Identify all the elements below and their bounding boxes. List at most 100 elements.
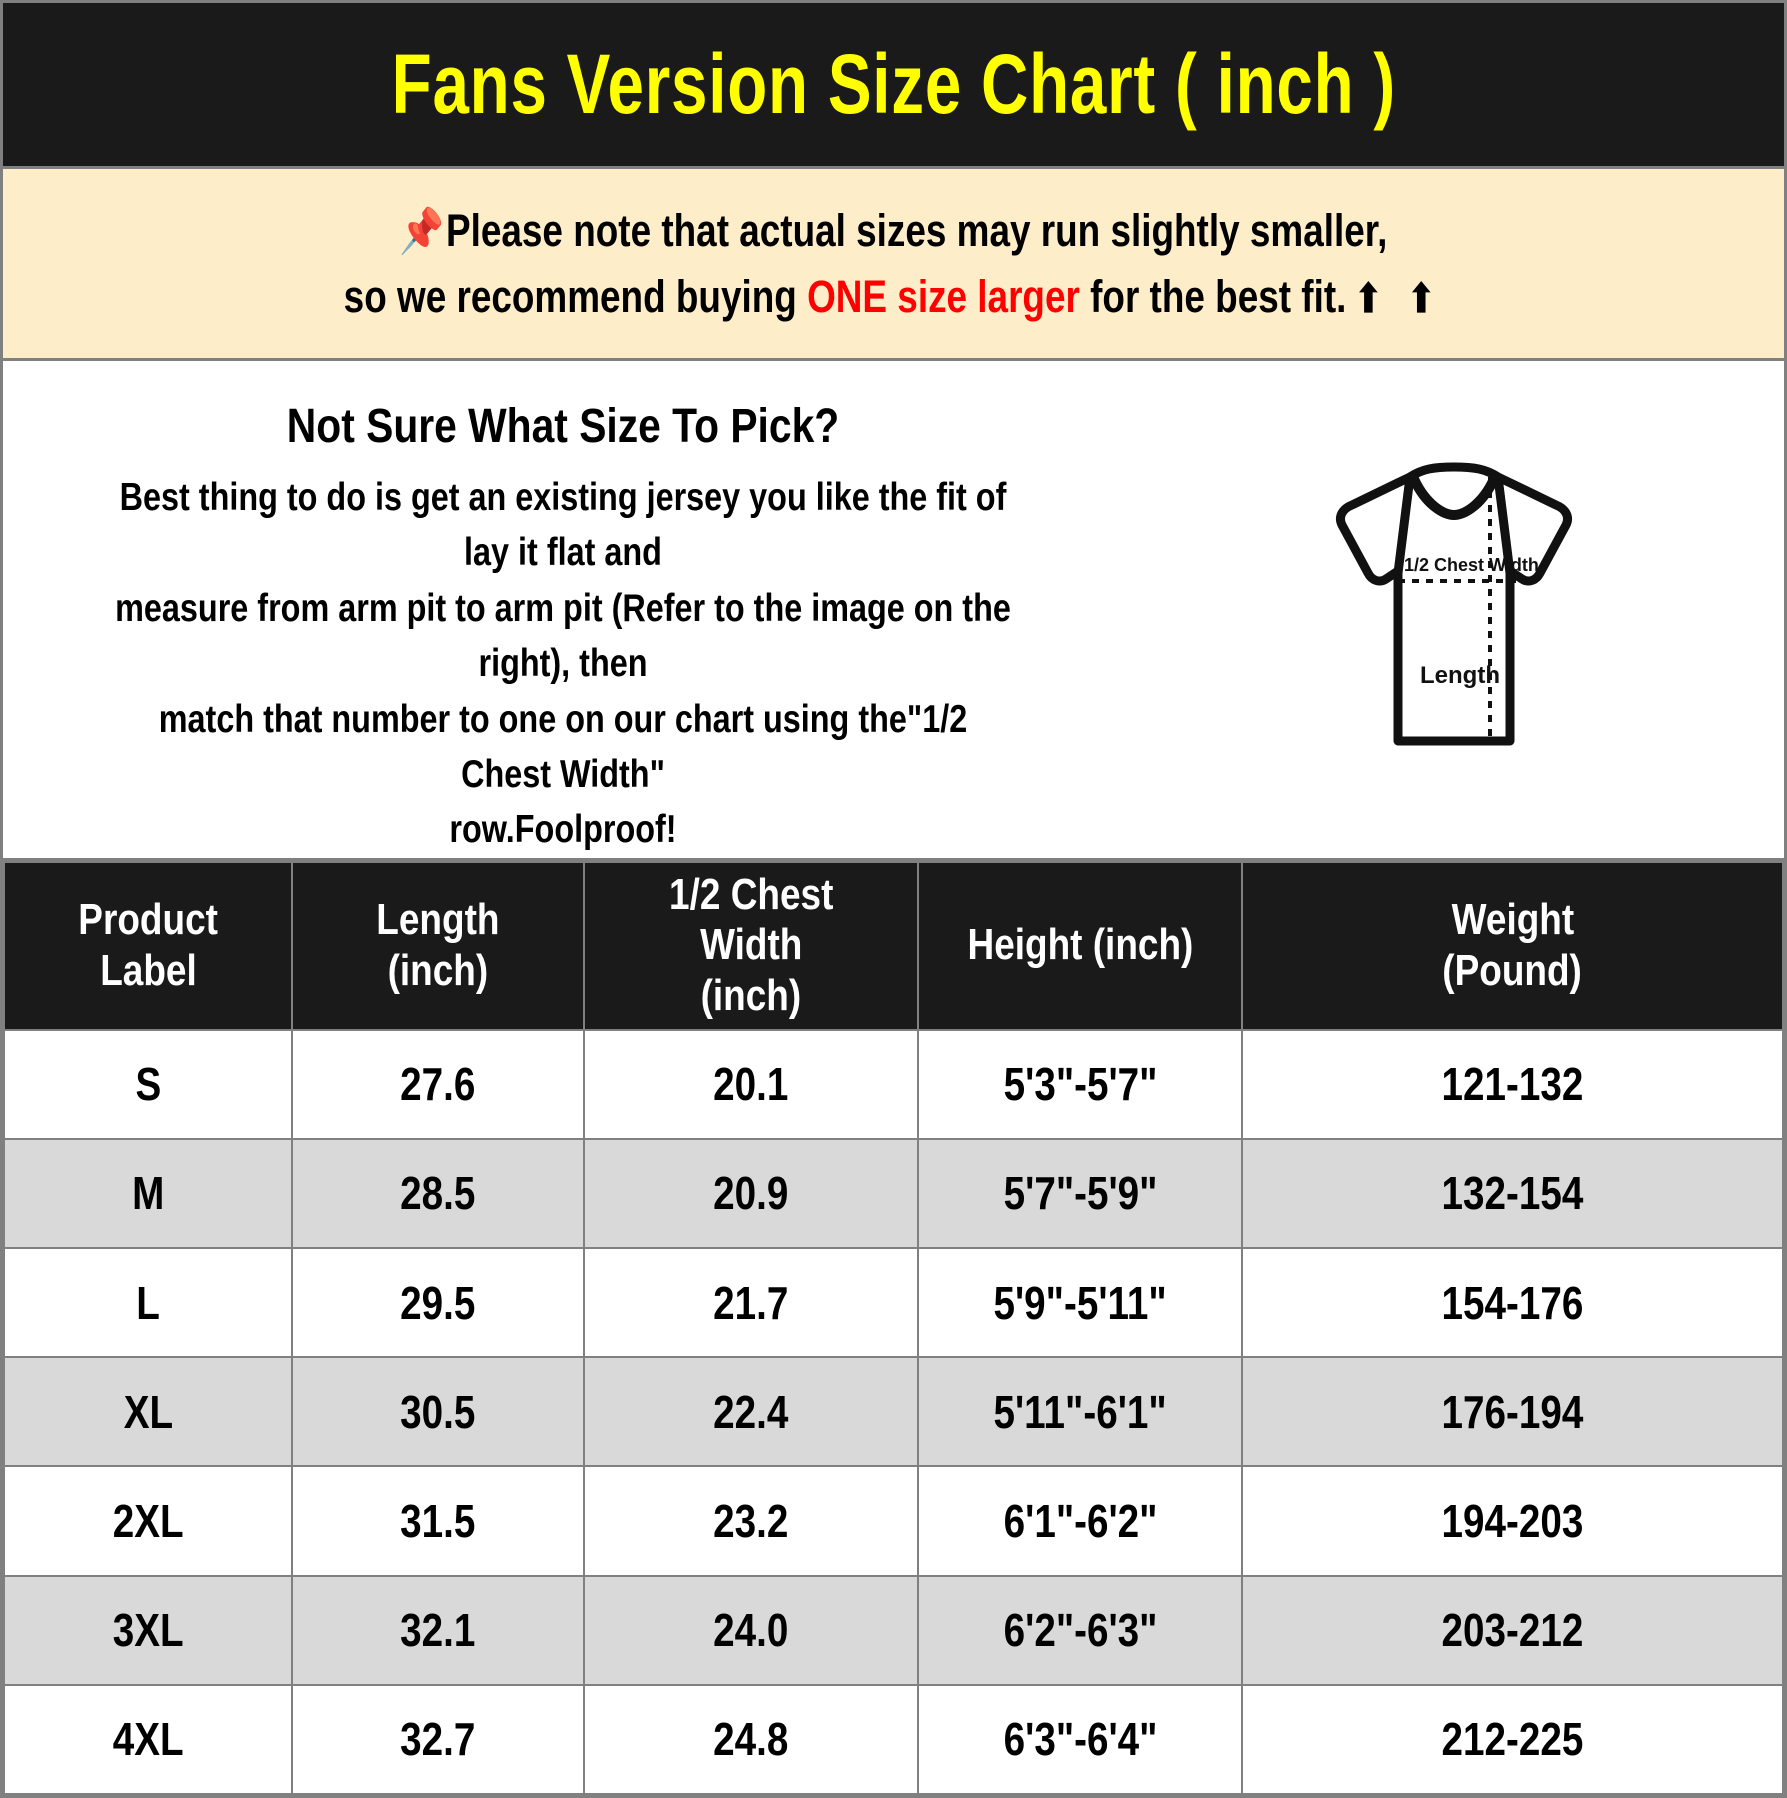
cell-text: 5'7"-5'9"	[1003, 1167, 1158, 1220]
cell-text: 23.2	[713, 1494, 789, 1547]
cell-height: 6'2"-6'3"	[917, 1574, 1244, 1686]
cell-text: 2XL	[112, 1494, 184, 1547]
cell-product-label: M	[2, 1137, 294, 1250]
measure-guide-heading: Not Sure What Size To Pick?	[286, 400, 840, 453]
table-row: S 27.6 20.1 5'3"-5'7" 121-132	[2, 1028, 1784, 1140]
cell-height: 5'9"-5'11"	[917, 1246, 1244, 1359]
column-header-length: Length (inch)	[291, 860, 585, 1031]
cell-text: 121-132	[1441, 1058, 1584, 1111]
header-line-2: (inch)	[700, 970, 802, 1020]
cell-half-chest: 20.1	[582, 1028, 920, 1140]
pushpin-icon: 📌	[399, 206, 445, 256]
cell-text: 6'3"-6'4"	[1003, 1713, 1158, 1766]
cell-text: 29.5	[400, 1276, 476, 1329]
cell-length: 32.7	[291, 1683, 585, 1796]
cell-half-chest: 21.7	[582, 1246, 920, 1359]
cell-product-label: 3XL	[2, 1574, 294, 1686]
cell-height: 5'7"-5'9"	[917, 1137, 1244, 1250]
cell-text: 22.4	[713, 1385, 789, 1438]
header-line-1: Product	[78, 895, 218, 945]
cell-length: 32.1	[291, 1574, 585, 1686]
cell-text: 5'11"-6'1"	[993, 1385, 1167, 1438]
cell-height: 5'11"-6'1"	[917, 1356, 1244, 1468]
cell-half-chest: 20.9	[582, 1137, 920, 1250]
cell-weight: 121-132	[1241, 1028, 1784, 1140]
chest-width-label: 1/2 Chest Width	[1404, 555, 1539, 575]
page-title: Fans Version Size Chart ( inch )	[391, 37, 1396, 131]
header-line-1: Height (inch)	[967, 920, 1194, 970]
cell-length: 31.5	[291, 1465, 585, 1577]
cell-text: 24.0	[713, 1604, 789, 1657]
table-row: 2XL 31.5 23.2 6'1"-6'2" 194-203	[2, 1465, 1784, 1577]
cell-text: 4XL	[112, 1713, 184, 1766]
header-line-1: Weight	[1451, 895, 1574, 945]
title-banner: Fans Version Size Chart ( inch )	[3, 3, 1784, 169]
column-header-height: Height (inch)	[917, 860, 1244, 1031]
note-emphasis: ONE size larger	[807, 270, 1080, 322]
cell-text: 154-176	[1441, 1276, 1584, 1329]
cell-text: 5'9"-5'11"	[993, 1276, 1167, 1329]
cell-text: 132-154	[1441, 1167, 1584, 1220]
cell-weight: 212-225	[1241, 1683, 1784, 1796]
cell-text: M	[131, 1167, 165, 1220]
cell-text: 20.9	[713, 1167, 789, 1220]
note-line-2-before: so we recommend buying	[343, 270, 808, 322]
measure-guide-line-1: Best thing to do is get an existing jers…	[119, 476, 1007, 575]
cell-weight: 203-212	[1241, 1574, 1784, 1686]
note-line-2-after: for the best fit.	[1079, 270, 1347, 322]
header-line-1: 1/2 Chest Width	[668, 869, 834, 970]
cell-length: 27.6	[291, 1028, 585, 1140]
header-line-2: Label	[99, 945, 197, 995]
note-line-1-text: Please note that actual sizes may run sl…	[446, 204, 1388, 256]
cell-text: 28.5	[400, 1167, 476, 1220]
cell-text: 5'3"-5'7"	[1003, 1058, 1158, 1111]
cell-product-label: 4XL	[2, 1683, 294, 1796]
cell-height: 6'3"-6'4"	[917, 1683, 1244, 1796]
cell-text: 203-212	[1441, 1604, 1584, 1657]
cell-text: 6'1"-6'2"	[1003, 1494, 1158, 1547]
cell-half-chest: 23.2	[582, 1465, 920, 1577]
column-header-weight: Weight (Pound)	[1241, 860, 1784, 1031]
size-table-container: Product Label Length (inch) 1/2 Chest Wi…	[2, 860, 1784, 1796]
header-line-2: (Pound)	[1442, 945, 1583, 995]
cell-height: 5'3"-5'7"	[917, 1028, 1244, 1140]
cell-text: 31.5	[400, 1494, 476, 1547]
cell-text: 20.1	[713, 1058, 789, 1111]
cell-text: 24.8	[713, 1713, 789, 1766]
size-table-body: S 27.6 20.1 5'3"-5'7" 121-132 M 28.5 20.…	[2, 1028, 1784, 1796]
cell-product-label: L	[2, 1246, 294, 1359]
table-row: M 28.5 20.9 5'7"-5'9" 132-154	[2, 1137, 1784, 1250]
tshirt-measurement-diagram: 1/2 Chest Width Length	[1304, 461, 1604, 751]
cell-product-label: XL	[2, 1356, 294, 1468]
cell-product-label: S	[2, 1028, 294, 1140]
measure-guide-text: Not Sure What Size To Pick? Best thing t…	[3, 361, 1123, 858]
cell-weight: 194-203	[1241, 1465, 1784, 1577]
cell-text: 3XL	[112, 1604, 184, 1657]
header-line-1: Length (inch)	[376, 895, 500, 995]
tshirt-diagram-container: 1/2 Chest Width Length	[1123, 361, 1784, 858]
table-row: 4XL 32.7 24.8 6'3"-6'4" 212-225	[2, 1683, 1784, 1796]
cell-half-chest: 24.0	[582, 1574, 920, 1686]
cell-half-chest: 24.8	[582, 1683, 920, 1796]
up-arrow-icons: ⬆ ⬆	[1354, 276, 1444, 321]
size-table: Product Label Length (inch) 1/2 Chest Wi…	[2, 860, 1784, 1796]
column-header-product-label: Product Label	[2, 860, 294, 1031]
cell-height: 6'1"-6'2"	[917, 1465, 1244, 1577]
cell-length: 29.5	[291, 1246, 585, 1359]
measure-guide-line-4: row.Foolproof!	[449, 808, 677, 852]
cell-text: 27.6	[400, 1058, 476, 1111]
cell-text: 6'2"-6'3"	[1003, 1604, 1158, 1657]
cell-product-label: 2XL	[2, 1465, 294, 1577]
table-row: 3XL 32.1 24.0 6'2"-6'3" 203-212	[2, 1574, 1784, 1686]
cell-text: 21.7	[713, 1276, 789, 1329]
note-line-2: so we recommend buying ONE size larger f…	[344, 264, 1444, 329]
cell-text: 32.7	[400, 1713, 476, 1766]
table-row: XL 30.5 22.4 5'11"-6'1" 176-194	[2, 1356, 1784, 1468]
cell-text: 176-194	[1441, 1385, 1584, 1438]
note-banner: 📌Please note that actual sizes may run s…	[3, 169, 1784, 361]
cell-weight: 154-176	[1241, 1246, 1784, 1359]
cell-text: XL	[123, 1385, 173, 1438]
cell-length: 28.5	[291, 1137, 585, 1250]
measure-guide-section: Not Sure What Size To Pick? Best thing t…	[3, 361, 1784, 861]
